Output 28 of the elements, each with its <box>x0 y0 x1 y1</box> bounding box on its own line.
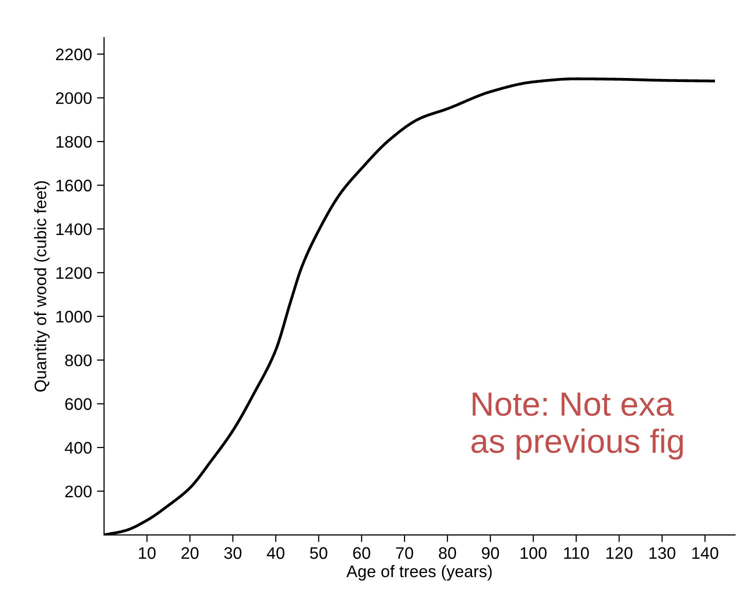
x-tick-label: 10 <box>138 547 156 559</box>
x-tick-label: 50 <box>310 547 328 559</box>
y-tick-label: 200 <box>65 486 92 498</box>
y-tick-label: 600 <box>65 398 92 410</box>
y-tick-label: 800 <box>65 354 92 366</box>
x-axis-title: Age of trees (years) <box>346 565 492 581</box>
x-tick-label: 80 <box>438 547 456 559</box>
y-tick-label: 1600 <box>56 180 92 192</box>
y-tick-label: 1200 <box>56 267 92 279</box>
x-tick-label: 130 <box>649 547 676 559</box>
x-tick-label: 60 <box>353 547 370 559</box>
y-tick-label: 2200 <box>56 48 92 60</box>
x-tick-label: 30 <box>224 547 242 559</box>
x-tick-label: 20 <box>181 547 199 559</box>
x-tick-label: 100 <box>520 547 547 559</box>
x-tick-label: 120 <box>606 547 632 559</box>
y-tick-label: 1800 <box>56 136 92 148</box>
y-tick-label: 1000 <box>56 310 92 323</box>
y-tick-label: 2000 <box>56 92 92 104</box>
x-tick-label: 140 <box>692 547 718 559</box>
y-axis-title: Quantity of wood (cubic feet) <box>34 181 50 392</box>
y-tick-label: 400 <box>64 442 92 454</box>
x-tick-label: 90 <box>482 547 499 559</box>
annotation: Note: Not exa as previous fig <box>471 392 683 460</box>
x-tick-label: 110 <box>564 547 589 559</box>
y-tick-label: 1400 <box>56 223 92 236</box>
x-tick-label: 40 <box>266 547 284 559</box>
x-tick-label: 70 <box>396 547 414 559</box>
